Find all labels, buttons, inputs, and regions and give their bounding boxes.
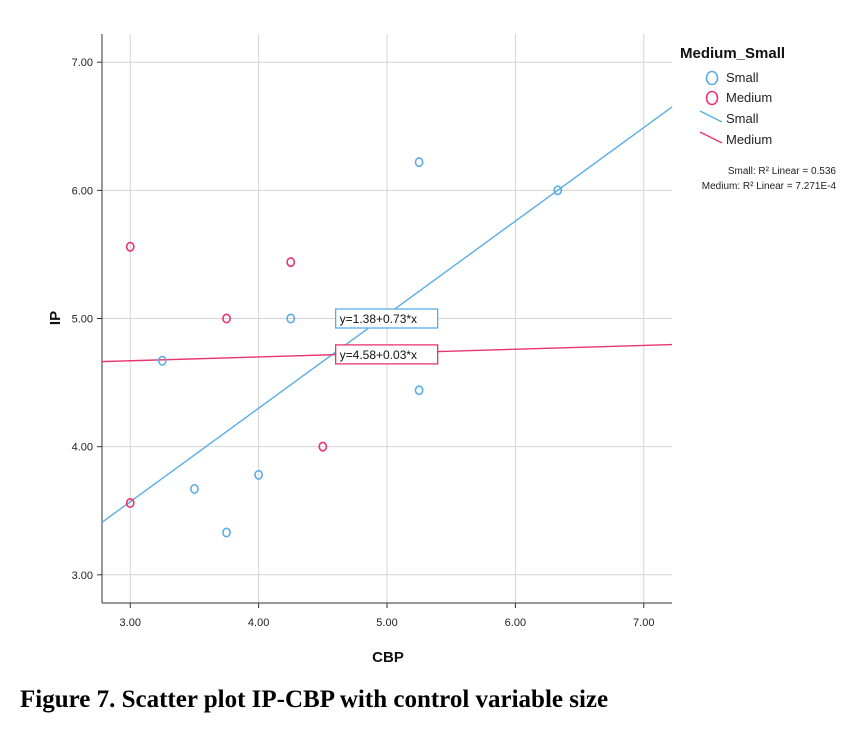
legend-label-small: Small: [726, 111, 759, 126]
point-small: [553, 185, 563, 196]
y-tick-label: 7.00: [72, 57, 93, 69]
axes: [97, 34, 672, 608]
x-tick-label: 5.00: [376, 617, 397, 629]
point-small: [157, 355, 167, 366]
y-axis-title: IP: [47, 311, 64, 325]
legend-title: Medium_Small: [680, 45, 785, 62]
legend-label-medium: Medium: [726, 132, 772, 147]
point-medium: [286, 257, 296, 268]
y-tick-label: 5.00: [72, 314, 93, 326]
equation-box-medium: [334, 344, 439, 365]
point-medium: [222, 313, 231, 324]
x-tick-label: 7.00: [633, 617, 654, 629]
legend-r2-medium: Medium: R² Linear = 7.271E-4: [702, 181, 837, 192]
point-small: [254, 469, 264, 480]
equation-label-small: y=1.38+0.73*x: [340, 312, 417, 326]
tick-labels: 3.00 4.00 5.00 6.00 7.00 3.00 4.00 5.00 6.00 7.00: [72, 57, 655, 629]
point-small: [222, 527, 231, 538]
point-small: [286, 313, 296, 324]
y-tick-label: 4.00: [72, 442, 93, 454]
x-tick-label: 4.00: [248, 617, 269, 629]
point-medium: [318, 441, 328, 452]
x-tick-label: 3.00: [120, 617, 141, 629]
data-points: [125, 157, 563, 538]
point-medium: [125, 241, 135, 252]
legend-line-small: [699, 110, 723, 123]
legend-marker-small: [705, 70, 719, 86]
point-small: [414, 385, 424, 396]
legend: Medium_Small Small Medium Small Medium Smal…: [680, 45, 836, 192]
equation-box-small: [334, 308, 439, 329]
legend-marker-medium: [705, 90, 719, 106]
figure-caption: Figure 7. Scatter plot IP-CBP with contr…: [20, 686, 609, 713]
y-tick-label: 3.00: [72, 570, 93, 582]
legend-r2-small: Small: R² Linear = 0.536: [728, 166, 837, 177]
x-axis-title: CBP: [372, 649, 404, 666]
scatter-chart: y=1.38+0.73*x y=4.58+0.03*x 3.00 4.00 5.00 6…: [47, 34, 836, 666]
legend-line-medium: [699, 131, 723, 144]
grid: [102, 34, 672, 603]
y-tick-label: 6.00: [72, 185, 93, 197]
x-tick-label: 6.00: [505, 617, 526, 629]
equation-label-medium: y=4.58+0.03*x: [340, 348, 417, 362]
point-small: [190, 483, 199, 494]
legend-label-small: Small: [726, 70, 759, 85]
equation-labels: y=1.38+0.73*x y=4.58+0.03*x: [334, 308, 439, 365]
point-small: [414, 157, 424, 168]
point-medium: [125, 498, 135, 509]
legend-label-medium: Medium: [726, 90, 772, 105]
